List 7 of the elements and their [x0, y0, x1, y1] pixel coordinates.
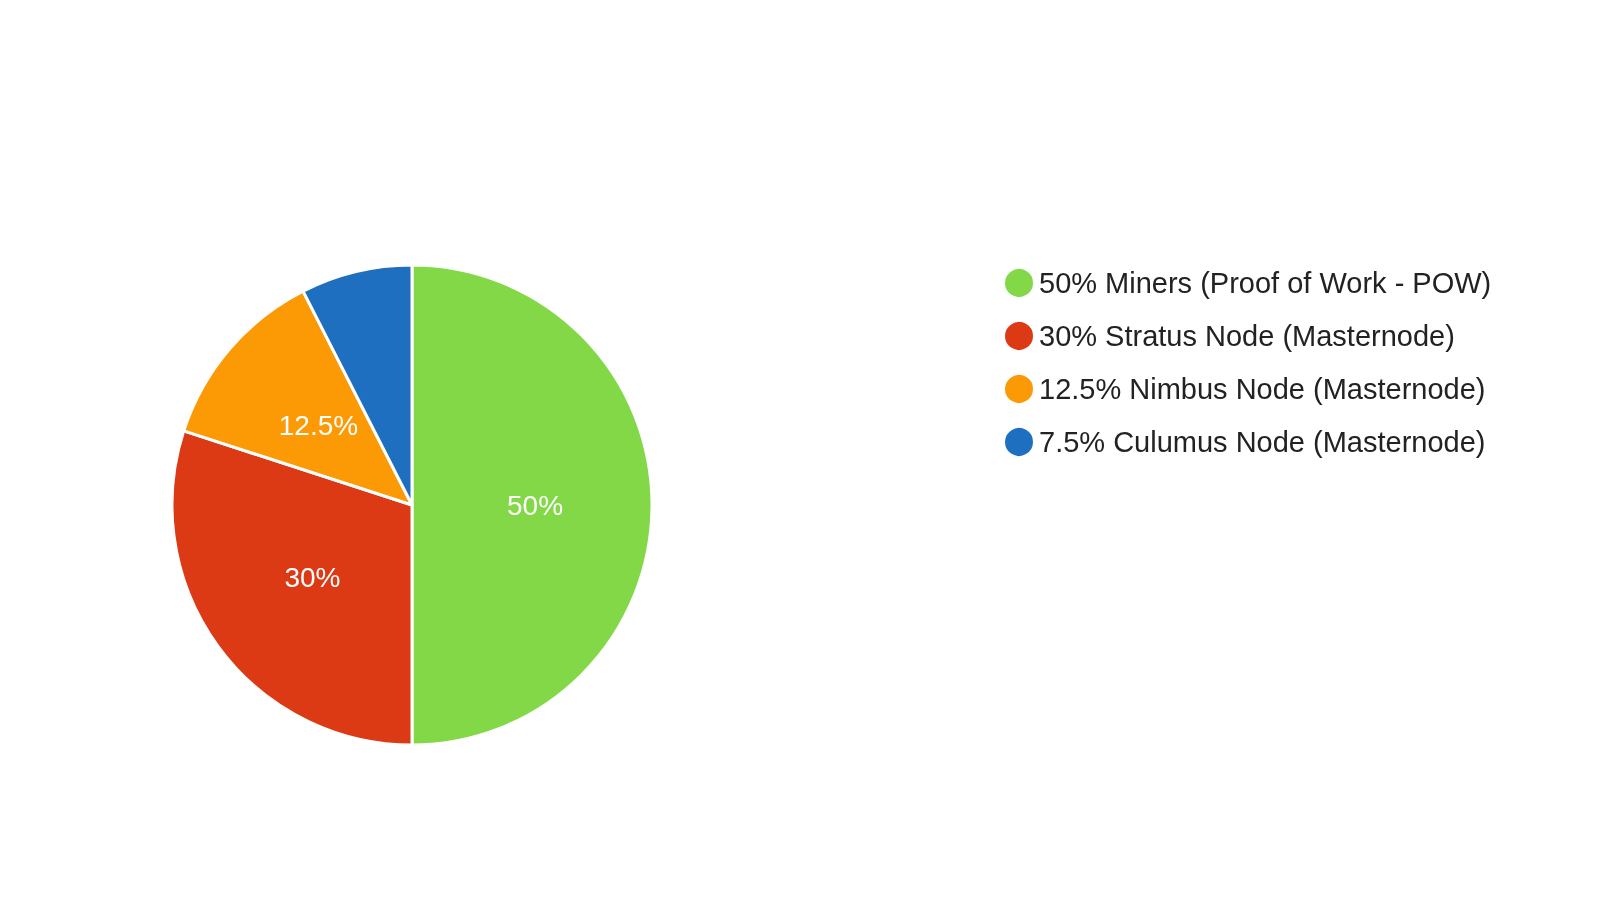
data-label: 30% — [284, 561, 341, 593]
legend-label: 50% Miners (Proof of Work - POW) — [1039, 267, 1492, 299]
legend-label: 7.5% Culumus Node (Masternode) — [1039, 426, 1486, 458]
legend-label: 12.5% Nimbus Node (Masternode) — [1039, 373, 1486, 405]
legend-label: 30% Stratus Node (Masternode) — [1039, 320, 1455, 352]
data-label: 12.5% — [278, 409, 359, 441]
data-label: 50% — [506, 489, 564, 521]
